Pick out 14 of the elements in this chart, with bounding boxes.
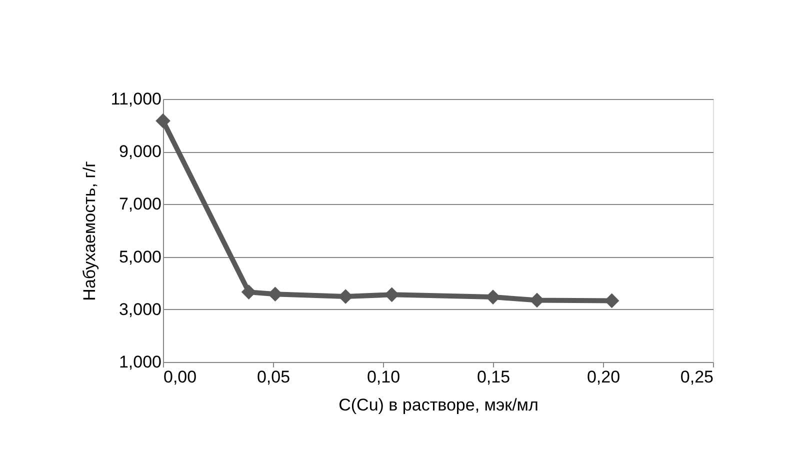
y-tick-label: 1,000 [118, 352, 162, 372]
y-tick-label: 9,000 [118, 142, 162, 162]
x-tick-label: 0,25 [680, 368, 714, 386]
x-tick-label: 0,20 [586, 368, 620, 386]
y-tick-label: 3,000 [118, 300, 162, 319]
y-tick-label: 5,000 [118, 247, 162, 266]
x-tick-label: 0,00 [164, 368, 197, 386]
x-tick-label: 0,05 [256, 368, 290, 386]
y-axis-title: Набухаемость, г/г [80, 161, 99, 301]
x-axis-title: C(Cu) в растворе, мэк/мл [338, 396, 538, 414]
y-tick-label: 7,000 [118, 194, 162, 214]
x-tick-label: 0,15 [476, 368, 510, 386]
x-tick-label: 0,10 [366, 368, 400, 386]
y-tick-label: 11,000 [110, 90, 162, 108]
